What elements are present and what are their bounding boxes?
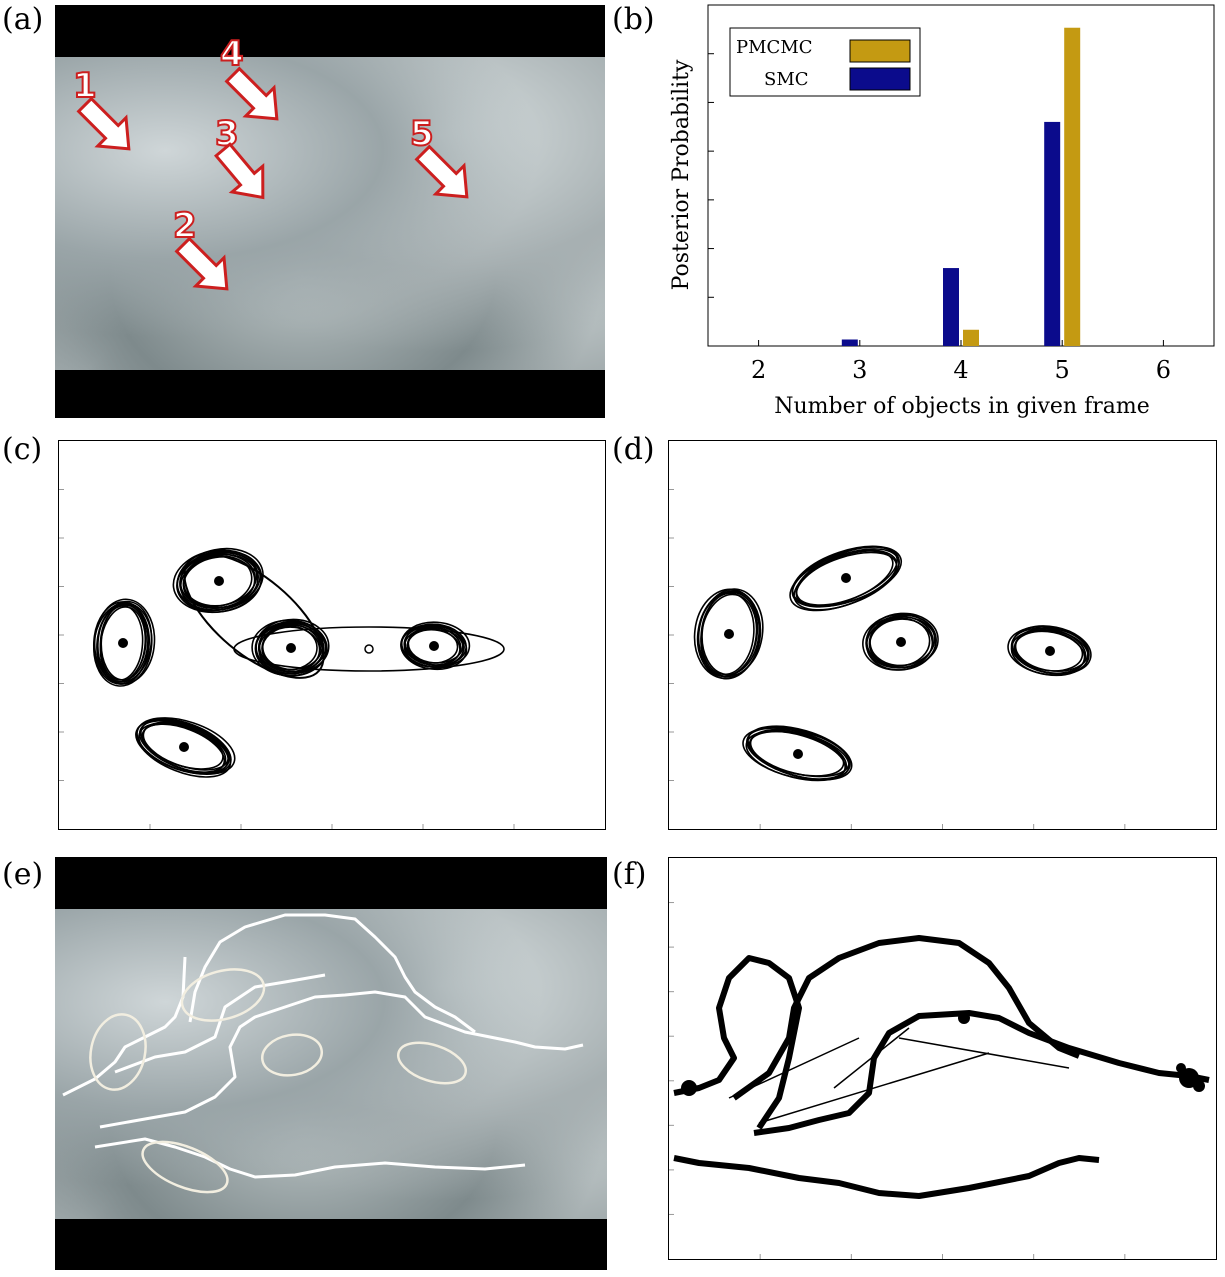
trajectory-jump-3 <box>898 1037 1070 1069</box>
trajectory-jump-4 <box>758 1052 990 1124</box>
frame-image <box>55 57 605 370</box>
track-ellipse-3 <box>261 1033 323 1077</box>
panel-label-f: (f) <box>612 857 647 892</box>
video-frame-e <box>55 857 607 1270</box>
x-tick-label: 3 <box>852 356 867 384</box>
ellipse-object-4 <box>1007 625 1092 677</box>
marker-arrow-5 <box>414 144 469 199</box>
track-ellipse-2 <box>180 968 266 1022</box>
ellipse-object-5 <box>742 725 853 782</box>
marker-arrow-3 <box>213 142 265 200</box>
bar-smc-5 <box>1044 121 1061 347</box>
track-ellipse-5 <box>141 1140 229 1194</box>
x-axis-label: Number of objects in given frame <box>774 394 1149 419</box>
track-2 <box>99 990 584 1129</box>
track-ellipse-1 <box>89 1013 147 1091</box>
trajectory-2 <box>673 955 802 1130</box>
trajectory-cluster <box>681 1012 1205 1096</box>
posterior-bar-chart: 2 3 4 5 6 Posterior Probability Number of ob… <box>669 4 1215 419</box>
legend: PMCMC SMC <box>729 27 921 97</box>
ellipse-plot-d <box>668 440 1217 830</box>
trajectory-plot-f <box>668 857 1217 1260</box>
y-axis-label: Posterior Probability <box>669 59 694 290</box>
trajectory-3 <box>753 1010 1210 1136</box>
track-4 <box>188 913 476 1034</box>
panel-label-a: (a) <box>2 2 44 37</box>
track-3 <box>94 1137 526 1179</box>
bar-pmcmc-4 <box>963 329 979 346</box>
ellipse-object-2 <box>789 545 903 612</box>
marker-arrow-4 <box>224 66 279 121</box>
trajectory-4 <box>732 935 1081 1101</box>
trajectory-jump-1 <box>728 1037 860 1099</box>
legend-label-smc: SMC <box>764 69 809 90</box>
trajectory-jump-2 <box>833 1027 910 1089</box>
ellipse-plot-c <box>58 440 606 830</box>
legend-swatch-pmcmc <box>849 39 911 63</box>
track-ellipse-4 <box>397 1041 467 1085</box>
ellipse-object-1 <box>693 588 764 680</box>
marker-number-2: 2 <box>173 206 197 246</box>
legend-swatch-smc <box>849 67 911 91</box>
panel-label-b: (b) <box>612 2 655 37</box>
marker-number-1: 1 <box>73 66 97 106</box>
ellipse-object-5 <box>135 717 236 778</box>
marker-arrow-2 <box>174 236 229 291</box>
marker-number-3: 3 <box>215 114 239 154</box>
bar-smc-4 <box>943 268 959 346</box>
panel-label-e: (e) <box>2 857 44 892</box>
merged-ellipses <box>183 553 505 679</box>
trajectory-1 <box>673 1155 1100 1199</box>
track-5 <box>114 973 326 1074</box>
panel-label-d: (d) <box>612 432 655 467</box>
panel-label-c: (c) <box>2 432 43 467</box>
track-1 <box>62 956 187 1097</box>
ellipse-object-3 <box>862 612 939 671</box>
bar-pmcmc-5 <box>1064 27 1081 346</box>
ellipse-object-1 <box>92 598 156 687</box>
track-overlay <box>62 913 584 1194</box>
x-tick-label: 4 <box>953 356 968 384</box>
x-tick-label: 6 <box>1156 356 1171 384</box>
x-tick-label: 2 <box>751 356 766 384</box>
marker-arrow-1 <box>76 96 131 151</box>
legend-label-pmcmc: PMCMC <box>736 37 813 58</box>
bar-smc-3 <box>841 339 858 346</box>
x-tick-label: 5 <box>1055 356 1070 384</box>
